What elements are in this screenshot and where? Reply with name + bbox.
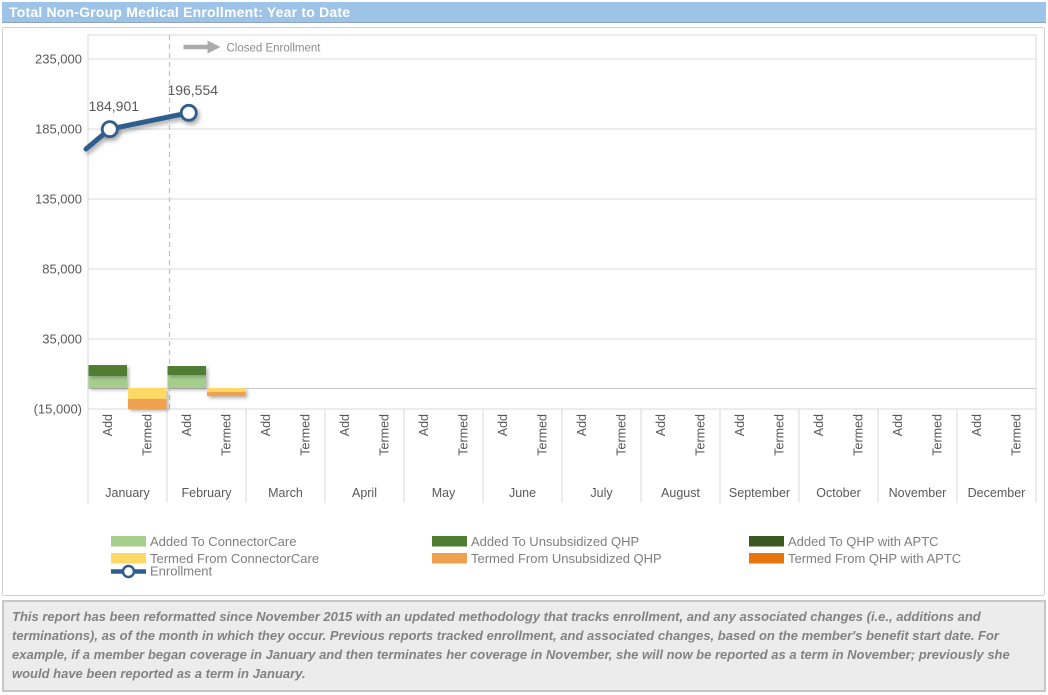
month-label: November [889,486,947,500]
y-axis-tick-label: (15,000) [34,402,82,417]
chart-title-bar: Total Non-Group Medical Enrollment: Year… [2,2,1046,23]
category-label: Add [733,414,747,436]
month-label: August [661,486,700,500]
category-label: Add [812,414,826,436]
month-label: April [352,486,377,500]
category-label: Add [101,414,115,436]
category-label: Add [891,414,905,436]
month-label: December [968,486,1026,500]
bar-segment-termed-from-unsubsidized-qhp [207,392,246,397]
legend-swatch [111,553,146,564]
legend-label: Added To Unsubsidized QHP [471,534,639,549]
legend-label: Termed From ConnectorCare [150,551,319,566]
category-label: Add [970,414,984,436]
category-label: Add [259,414,273,436]
category-label: Add [338,414,352,436]
enrollment-chart-svg: 235,000 185,000 135,000 85,000 35,000 (15,000… [34,34,1037,579]
y-axis-tick-label: 135,000 [35,192,82,207]
category-label: Termed [456,414,470,456]
category-label: Termed [377,414,391,456]
legend-swatch [111,536,146,547]
month-label: January [105,486,150,500]
legend-label: Added To ConnectorCare [150,534,296,549]
category-label: Termed [535,414,549,456]
bar-segment-added-to-unsubsidized-qhp [167,366,206,375]
y-axis-tick-label: 185,000 [35,122,82,137]
category-label: Termed [693,414,707,456]
month-label: September [729,486,790,500]
chart-title: Total Non-Group Medical Enrollment: Year… [9,4,351,20]
category-label: Termed [930,414,944,456]
legend-label: Added To QHP with APTC [788,534,939,549]
category-label: Add [654,414,668,436]
legend-label: Termed From QHP with APTC [788,551,961,566]
category-label: Add [180,414,194,436]
category-label: Termed [140,414,154,456]
legend-label: Enrollment [150,564,213,579]
category-label: Termed [298,414,312,456]
y-axis-tick-label: 35,000 [42,332,82,347]
plot-border [87,34,1037,410]
legend-label: Termed From Unsubsidized QHP [471,551,662,566]
footer-note: This report has been reformatted since N… [2,600,1046,692]
category-label: Termed [851,414,865,456]
footer-text: This report has been reformatted since N… [12,609,1010,682]
chart-area [2,27,1045,596]
month-label: February [181,486,232,500]
enrollment-data-label: 184,901 [88,98,139,114]
bar-segment-termed-from-connectorcare [128,388,167,400]
y-axis-tick-label: 235,000 [35,52,82,67]
month-label: June [509,486,536,500]
legend-swatch [432,536,467,547]
legend-swatch [749,553,784,564]
legend-swatch [432,553,467,564]
enrollment-marker [100,120,119,139]
bar-segment-added-to-connectorcare [167,374,206,388]
bar-segment-termed-from-unsubsidized-qhp [128,399,167,409]
category-label: Add [575,414,589,436]
month-label: May [432,486,456,500]
legend-marker-icon [121,564,136,579]
category-label: Add [417,414,431,436]
enrollment-data-label: 196,554 [167,82,218,98]
category-label: Termed [219,414,233,456]
bar-segment-added-to-connectorcare [88,375,127,388]
bar-segment-termed-from-connectorcare [207,388,246,393]
enrollment-marker [179,103,198,122]
month-label: March [268,486,303,500]
legend-swatch [749,536,784,547]
closed-enrollment-arrow-icon [207,40,221,54]
category-label: Termed [1009,414,1023,456]
bar-segment-added-to-unsubsidized-qhp [88,365,127,376]
month-label: October [816,486,860,500]
y-axis-tick-label: 85,000 [42,262,82,277]
category-label: Termed [772,414,786,456]
closed-enrollment-label: Closed Enrollment [227,43,322,55]
month-label: July [590,486,613,500]
category-label: Termed [614,414,628,456]
category-label: Add [496,414,510,436]
